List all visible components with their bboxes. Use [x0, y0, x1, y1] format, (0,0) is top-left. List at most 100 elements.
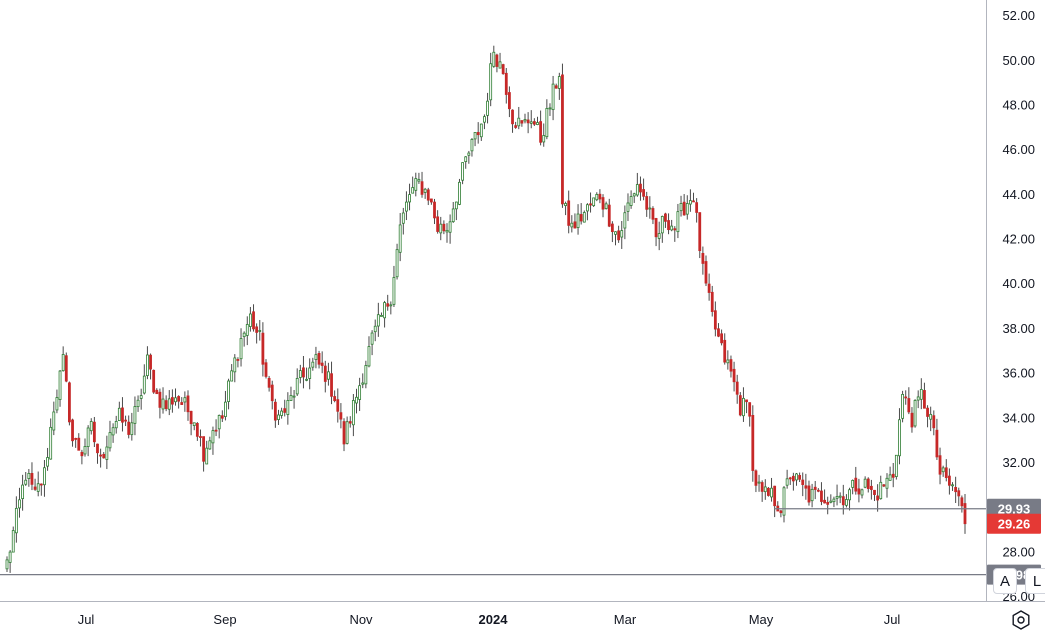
candle	[14, 496, 18, 543]
candle	[77, 433, 81, 451]
candle	[18, 487, 21, 518]
candle	[570, 215, 574, 233]
candle	[947, 468, 951, 495]
candle	[879, 475, 883, 500]
candle	[486, 92, 489, 124]
candle	[205, 440, 209, 465]
candle	[233, 354, 237, 383]
candle	[461, 162, 464, 185]
candle	[748, 402, 752, 427]
time-tick-label: May	[749, 612, 774, 627]
candle	[567, 190, 571, 234]
price-tick-label: 50.00	[1002, 53, 1035, 68]
candle	[938, 447, 942, 485]
candle	[283, 399, 287, 417]
candle	[111, 423, 115, 443]
candle	[467, 150, 471, 164]
candle	[105, 435, 109, 470]
price-tag: 29.26	[987, 513, 1041, 534]
candle	[495, 53, 499, 73]
time-tick-label: Nov	[349, 612, 373, 627]
candle	[604, 201, 608, 210]
time-axis[interactable]: Jul Sep Nov 2024 Mar May Jul	[78, 612, 901, 627]
candle	[252, 304, 255, 332]
candle	[554, 83, 558, 89]
candle	[695, 198, 699, 223]
candle	[180, 397, 184, 405]
candle	[36, 471, 40, 497]
candle	[317, 350, 321, 369]
candle	[639, 176, 642, 201]
candle	[483, 114, 486, 130]
candle	[863, 476, 867, 489]
candle	[295, 368, 299, 397]
candle	[323, 360, 327, 393]
candle	[963, 494, 967, 534]
candle	[838, 492, 842, 504]
candle	[598, 189, 602, 204]
candle	[626, 193, 630, 222]
price-axis[interactable]: 52.00 50.00 48.00 46.00 44.00 42.00 40.00 38.00…	[1002, 8, 1035, 604]
candle	[208, 436, 212, 450]
candle	[941, 465, 945, 477]
candle	[423, 187, 427, 199]
candle	[841, 484, 845, 515]
candle	[214, 419, 218, 437]
candle	[866, 477, 870, 493]
candle	[245, 316, 249, 346]
candle	[767, 487, 770, 497]
candle	[227, 378, 230, 410]
candle	[717, 323, 720, 338]
auto-scale-button[interactable]: A	[993, 568, 1017, 594]
candle	[732, 361, 736, 392]
candle	[11, 526, 15, 553]
candle	[882, 483, 886, 488]
candle	[139, 388, 143, 410]
settings-gear-icon[interactable]	[1009, 608, 1033, 632]
candle	[632, 192, 636, 203]
candle	[392, 265, 396, 307]
price-tick-label: 36.00	[1002, 366, 1035, 381]
candle	[249, 306, 252, 332]
candle	[211, 426, 215, 455]
candle	[8, 550, 12, 573]
candle	[386, 294, 390, 311]
time-tick-label: Jul	[884, 612, 901, 627]
candle	[829, 494, 833, 504]
candle	[511, 109, 514, 133]
candle	[835, 484, 839, 506]
candle	[589, 192, 592, 213]
candle	[270, 380, 274, 410]
candle	[670, 219, 674, 232]
candle	[429, 198, 433, 205]
candle	[645, 191, 649, 217]
candle	[676, 203, 680, 239]
log-scale-button[interactable]: L	[1025, 568, 1045, 594]
candle	[763, 479, 767, 500]
candle	[74, 437, 78, 448]
candle	[220, 410, 224, 422]
candle	[108, 420, 112, 452]
candle	[804, 473, 808, 500]
candle	[954, 476, 958, 503]
time-tick-label: Mar	[614, 612, 637, 627]
candle	[161, 387, 165, 414]
candle	[901, 390, 904, 423]
price-tag-label: 29.93	[998, 502, 1031, 517]
candle	[782, 486, 786, 523]
candle	[826, 496, 830, 515]
candle	[551, 75, 555, 121]
candle	[258, 319, 262, 341]
candle	[592, 197, 596, 208]
price-tick-label: 46.00	[1002, 142, 1035, 157]
candle	[801, 472, 805, 497]
candle	[873, 489, 876, 502]
candle	[651, 206, 655, 225]
candle	[417, 172, 421, 184]
candle	[523, 113, 527, 124]
candle	[548, 103, 552, 116]
candle	[951, 482, 954, 491]
candle	[907, 387, 911, 415]
candle	[710, 285, 714, 317]
